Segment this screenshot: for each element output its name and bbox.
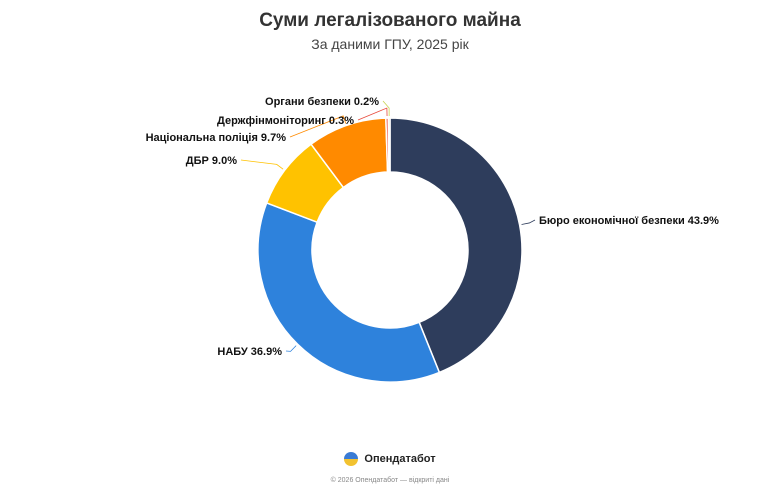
leader-line-5 xyxy=(357,107,388,121)
slice-label-3: ДБР 9.0% xyxy=(186,155,237,167)
slice-label-4: Національна поліція 9.7% xyxy=(146,132,287,144)
chart-subtitle: За даними ГПУ, 2025 рік xyxy=(311,36,469,52)
brand-name: Опендатабот xyxy=(364,453,436,465)
slice-label-2: НАБУ 36.9% xyxy=(217,346,282,358)
slice-label-6: Органи безпеки 0.2% xyxy=(265,96,379,108)
chart-title: Суми легалізованого майна xyxy=(259,10,521,31)
footer-copyright: © 2026 Опендатабот — відкриті дані xyxy=(330,477,450,484)
slice-1[interactable] xyxy=(389,117,523,374)
leader-line-4 xyxy=(289,115,347,138)
leader-line-2 xyxy=(285,345,297,352)
leader-line-6 xyxy=(382,100,390,117)
slice-label-1: Бюро економічної безпеки 43.9% xyxy=(539,215,719,227)
opendatabot-logo-icon xyxy=(344,452,359,466)
slice-label-5: Держфінмоніторинг 0.3% xyxy=(217,115,354,127)
brand: Опендатабот xyxy=(0,452,780,466)
slice-2[interactable] xyxy=(257,201,441,383)
leader-line-1 xyxy=(521,219,536,225)
leader-line-3 xyxy=(240,159,284,170)
slice-6[interactable] xyxy=(387,117,391,173)
